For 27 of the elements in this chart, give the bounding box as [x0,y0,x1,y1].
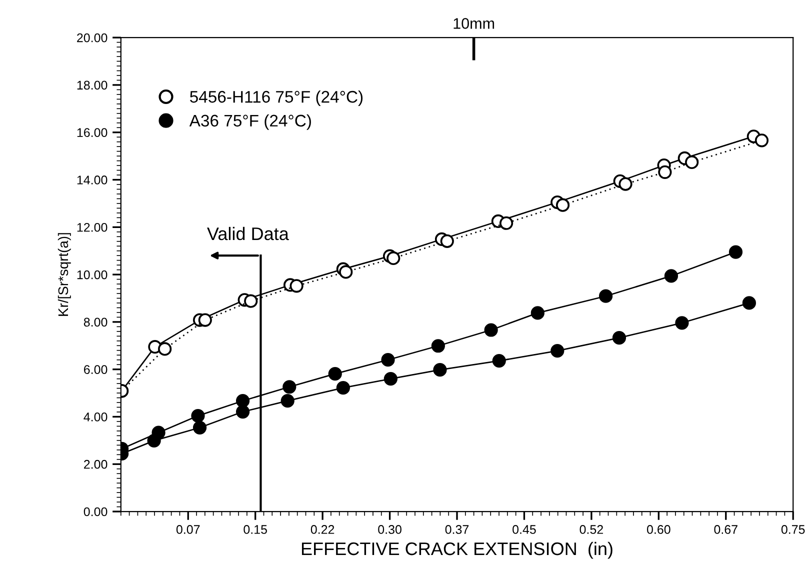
x-tick-label: 0.37 [445,525,469,534]
y-tick-label: 12.00 [77,222,108,232]
x-axis-title: EFFECTIVE CRACK EXTENSION (in) [302,542,612,559]
y-tick-label: 6.00 [84,365,108,374]
y-tick-label: 10.00 [77,270,108,280]
x-tick-label: 0.45 [512,525,536,534]
y-tick-label: 16.00 [77,128,108,138]
y-axis-title: Kr/[Sr*sqrt(a)] [58,233,71,316]
y-tick-label: 18.00 [77,80,108,90]
x-tick-label: 0.75 [781,525,805,534]
y-tick-label: 14.00 [77,176,108,184]
x-tick-label: 0.60 [646,525,670,534]
ref-line-label: Valid Data [207,226,289,240]
x-tick-label: 0.52 [580,525,603,534]
text: 10mm [454,18,494,29]
x-tick-label: 0.22 [310,525,334,534]
x-tick-label: 0.67 [714,525,738,534]
y-tick-label: 2.00 [84,460,108,469]
y-tick-label: 8.00 [84,318,108,327]
x-tick-label: 0.30 [378,525,402,534]
x-tick-label: 0.15 [244,525,267,534]
y-tick-label: 20.00 [77,33,108,42]
legend-label: A36 75°F (24°C) [189,114,311,130]
y-tick-label: 4.00 [84,412,108,422]
x-tick-label: 0.07 [176,525,200,534]
legend-label: 5456-H116 75°F (24°C) [190,90,363,106]
y-tick-label: 0.00 [84,507,108,516]
